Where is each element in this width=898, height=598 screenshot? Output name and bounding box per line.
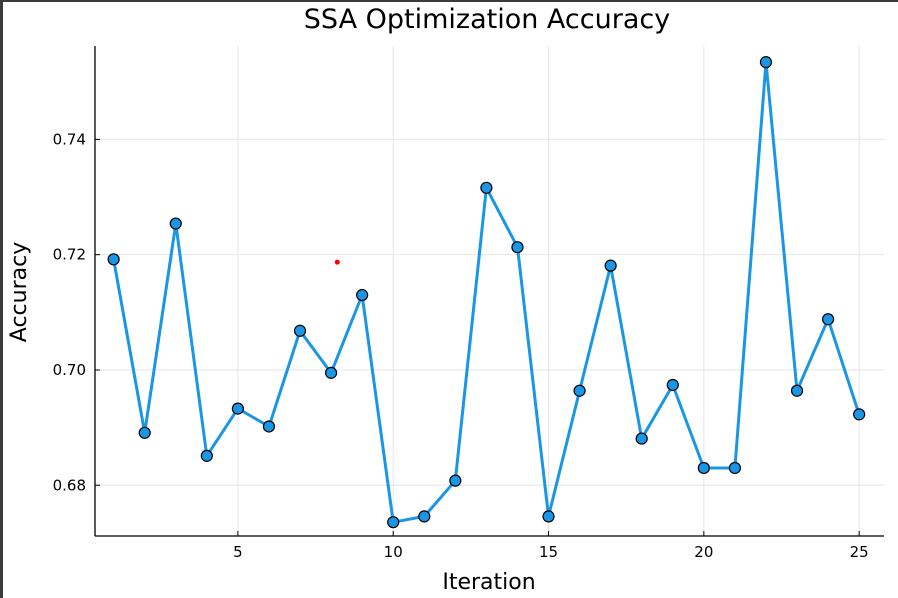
- data-point: [138, 426, 151, 439]
- data-point: [387, 516, 400, 529]
- series: [107, 56, 866, 529]
- data-point: [200, 449, 213, 462]
- data-point: [759, 56, 773, 69]
- data-point: [107, 253, 120, 266]
- axes: [94, 46, 884, 537]
- x-tick-label: 25: [850, 543, 869, 561]
- data-point: [697, 461, 710, 475]
- data-point: [542, 510, 555, 523]
- data-point: [635, 432, 648, 445]
- annotations: [334, 259, 340, 265]
- window-edge-top: [0, 0, 898, 2]
- x-tick-label: 5: [233, 543, 243, 561]
- window-edge-left: [0, 0, 3, 598]
- data-point: [293, 324, 307, 337]
- y-tick-label: 0.68: [53, 476, 86, 494]
- data-point: [853, 408, 866, 421]
- data-point: [790, 384, 804, 397]
- data-point: [324, 366, 338, 379]
- data-point: [604, 259, 617, 272]
- y-tick-label: 0.70: [53, 361, 86, 379]
- data-point: [821, 313, 835, 326]
- data-point: [169, 217, 182, 230]
- data-point: [356, 288, 369, 302]
- series-line: [112, 60, 861, 524]
- grid: [95, 46, 884, 536]
- data-point: [231, 402, 244, 415]
- data-point: [418, 510, 431, 523]
- x-tick-label: 15: [539, 543, 558, 561]
- y-tick-label: 0.74: [53, 130, 86, 148]
- data-point: [573, 384, 586, 397]
- x-tick-label: 20: [694, 543, 713, 561]
- y-axis-label: Accuracy: [7, 242, 32, 342]
- y-tick-label: 0.72: [53, 246, 86, 264]
- highlight-dot: [334, 259, 340, 265]
- data-point: [728, 461, 741, 475]
- chart-title: SSA Optimization Accuracy: [304, 4, 670, 35]
- x-tick-label: 10: [384, 543, 403, 561]
- data-point: [511, 241, 524, 254]
- data-point: [666, 378, 679, 392]
- data-point: [449, 474, 462, 487]
- x-axis-label: Iteration: [442, 570, 535, 595]
- ticks: 5 10 15 20 25 0.68 0.70 0.72 0.74: [53, 130, 869, 561]
- data-point: [262, 420, 276, 433]
- data-point: [480, 181, 493, 194]
